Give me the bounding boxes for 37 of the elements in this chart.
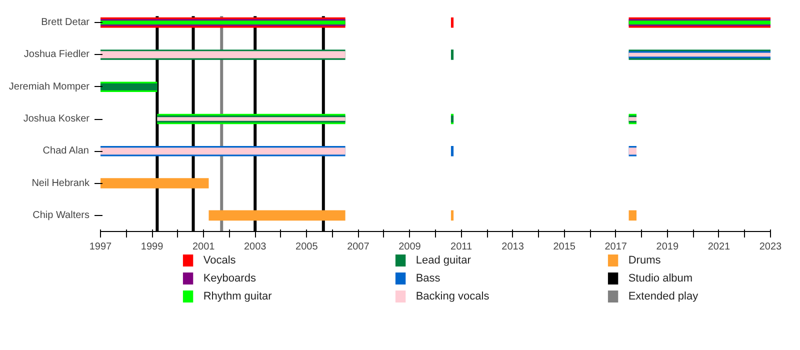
legend-label: Keyboards [203, 272, 256, 284]
x-tick-label: 2019 [656, 242, 679, 252]
x-tick-label: 2015 [553, 242, 576, 252]
legend-label: Bass [416, 272, 441, 284]
legend-label: Drums [628, 254, 662, 266]
legend-label: Backing vocals [416, 290, 490, 302]
legend-label: Extended play [628, 290, 699, 302]
x-tick-label: 2003 [244, 242, 267, 252]
y-tick-label: Chad Alan [42, 146, 89, 157]
bar [100, 178, 209, 188]
legend-label: Lead guitar [416, 254, 472, 266]
x-tick-label: 1999 [140, 242, 164, 252]
legend-label: Studio album [628, 272, 693, 284]
y-tick-label: Jeremiah Momper [8, 81, 90, 92]
x-tick-label: 1997 [89, 242, 112, 252]
x-tick-label: 2013 [502, 242, 524, 252]
x-tick-label: 2017 [604, 242, 628, 252]
x-tick-label: 2005 [296, 242, 318, 252]
bar [450, 210, 454, 221]
x-tick-label: 2011 [450, 242, 472, 252]
x-tick-label: 2009 [398, 242, 422, 252]
y-tick-label: Brett Detar [41, 17, 90, 28]
x-tick-label: 2001 [192, 242, 216, 252]
x-tick-label: 2023 [759, 242, 782, 252]
y-tick-label: Neil Hebrank [32, 178, 90, 189]
bar [628, 210, 636, 221]
legend-label: Vocals [203, 254, 236, 266]
x-tick-label: 2007 [347, 242, 370, 252]
bar [450, 50, 454, 60]
y-tick-label: Chip Walters [32, 210, 90, 221]
legend-label: Rhythm guitar [203, 290, 272, 302]
bar [450, 17, 454, 28]
x-tick-label: 2021 [708, 242, 731, 252]
bar [450, 146, 454, 156]
y-tick-label: Joshua Fiedler [24, 49, 90, 60]
bar [208, 210, 346, 221]
y-tick-label: Joshua Kosker [23, 114, 90, 124]
